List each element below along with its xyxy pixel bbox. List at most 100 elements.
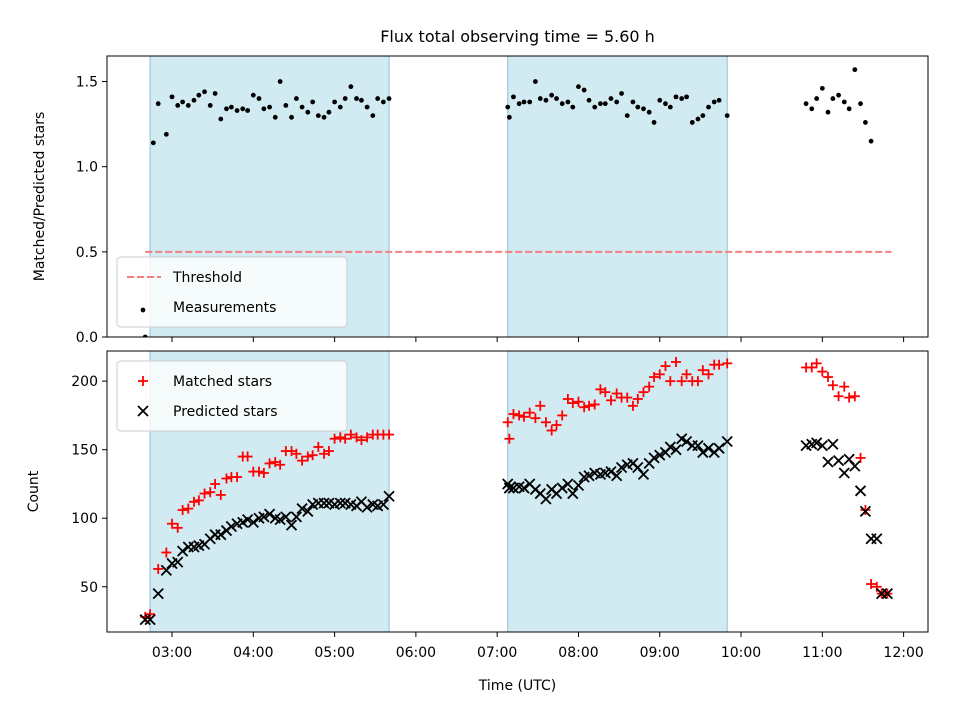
predicted-star-point [680, 435, 693, 448]
predicted-star-point [664, 441, 676, 453]
measurement-point [576, 84, 581, 90]
matched-star-point [722, 358, 733, 369]
matched-star-point [692, 376, 703, 387]
matched-star-point [600, 387, 611, 398]
matched-star-point [844, 392, 855, 403]
predicted-star-point [296, 502, 308, 515]
matched-star-point [242, 451, 253, 462]
plot-area [142, 67, 892, 337]
chart-title: Flux total observing time = 5.60 h [380, 27, 655, 46]
legend: Matched stars Predicted stars [116, 360, 348, 432]
measurement-point [218, 116, 224, 122]
measurement-point [592, 104, 598, 110]
measurement-point [716, 97, 722, 103]
legend-box [116, 256, 348, 328]
matched-star-point [345, 429, 356, 440]
measurement-point [852, 67, 858, 73]
matched-star-point [258, 467, 269, 478]
matched-star-point [264, 458, 275, 469]
measurement-point [630, 99, 636, 105]
measurement-point [245, 108, 251, 113]
predicted-star-point [139, 614, 151, 626]
matched-star-point [254, 466, 265, 477]
matched-star-point [833, 391, 844, 402]
matched-star-point [356, 435, 367, 446]
matched-star-point [519, 411, 530, 422]
matched-star-point [839, 381, 850, 392]
legend-label: Matched stars [173, 374, 272, 390]
measurement-point [846, 106, 852, 112]
measurement-point [586, 97, 592, 103]
plot-frame [106, 350, 929, 633]
matched-star-point [551, 420, 562, 431]
measurement-point [250, 92, 256, 98]
measurement-point [532, 79, 538, 84]
matched-star-point [827, 380, 838, 391]
y-tick-label: 200 [71, 374, 98, 390]
predicted-star-point [648, 452, 660, 464]
predicted-star-point [849, 460, 861, 472]
predicted-star-point [822, 456, 834, 468]
measurement-point [619, 91, 624, 96]
x-tick-label: 11:00 [802, 645, 842, 661]
matched-star-point [535, 400, 546, 411]
measurement-point [711, 99, 717, 105]
measurement-point [299, 104, 305, 110]
measurement-point [240, 106, 246, 112]
measurement-point [310, 99, 316, 105]
measurement-point [635, 104, 641, 110]
matched-star-point [323, 446, 334, 457]
predicted-star-point [859, 505, 872, 518]
matched-star-point [508, 409, 519, 420]
predicted-star-point [176, 545, 189, 557]
measurement-point [651, 120, 657, 125]
matched-star-point [660, 361, 671, 372]
predicted-star-point [361, 501, 373, 513]
matched-star-point [567, 398, 578, 409]
measurement-point [663, 101, 668, 107]
measurement-point [380, 99, 386, 105]
measurement-point [364, 104, 370, 110]
matched-star-point [811, 358, 822, 369]
measurement-point [283, 102, 289, 108]
predicted-star-point [816, 439, 828, 452]
x-tick-label: 12:00 [883, 645, 923, 661]
measurement-point [315, 113, 321, 119]
matched-star-point [188, 496, 199, 507]
predicted-star-point [377, 498, 390, 511]
predicted-star-point [540, 493, 552, 505]
plot-area [139, 356, 893, 626]
predicted-star-point [692, 439, 704, 452]
predicted-star-point [832, 455, 845, 467]
legend-predicted-swatch [137, 405, 149, 417]
matched-star-point [540, 417, 551, 428]
matched-star-point [183, 503, 194, 514]
measurement-point [342, 96, 348, 101]
legend-box [116, 360, 348, 432]
matched-star-point [584, 400, 595, 411]
matched-star-point [849, 391, 860, 402]
predicted-star-point [654, 449, 666, 461]
measurement-point [667, 104, 673, 110]
predicted-star-point [811, 437, 823, 449]
matched-star-point [632, 393, 643, 404]
measurement-point [825, 109, 831, 115]
predicted-star-point [285, 519, 298, 531]
measurement-point [289, 114, 294, 120]
matched-star-point [589, 399, 600, 410]
measurement-point [375, 96, 381, 101]
measurement-point [814, 96, 820, 101]
measurement-point [224, 106, 229, 112]
y-axis-label: Matched/Predicted stars [32, 112, 48, 282]
predicted-star-point [302, 505, 314, 518]
measurement-point [293, 96, 299, 101]
matched-star-point [161, 547, 172, 558]
predicted-star-point [241, 513, 254, 526]
matched-star-point [167, 518, 178, 529]
measurement-point [858, 101, 863, 107]
legend-label: Measurements [173, 300, 276, 316]
matched-star-point [504, 433, 515, 444]
matched-star-point [291, 448, 302, 459]
matched-star-point [502, 417, 513, 428]
predicted-star-point [605, 465, 617, 478]
